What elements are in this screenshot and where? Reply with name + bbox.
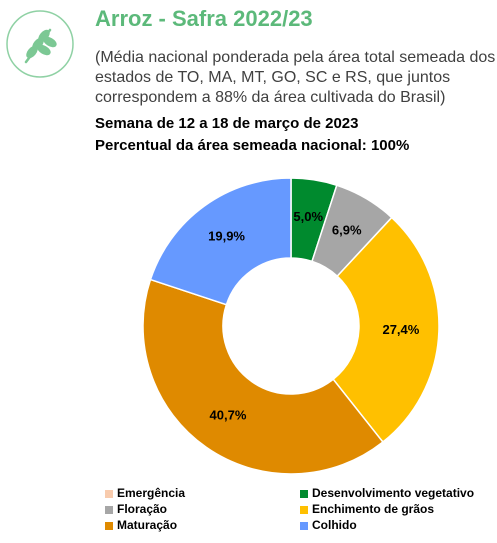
logo xyxy=(6,10,74,78)
slice xyxy=(332,216,440,444)
legend-label: Colhido xyxy=(312,518,357,532)
value-label: 27,4% xyxy=(382,322,419,337)
title: Arroz - Safra 2022/23 xyxy=(95,6,313,31)
legend-label: Emergência xyxy=(117,486,185,500)
legend-swatch xyxy=(300,490,308,498)
legend-swatch xyxy=(300,506,308,514)
legend-label: Enchimento de grãos xyxy=(312,502,434,516)
subtitle-line: estados de TO, MA, MT, GO, SC e RS, que … xyxy=(95,69,450,86)
legend-swatch xyxy=(105,490,113,498)
legend-swatch xyxy=(105,506,113,514)
slice xyxy=(142,278,384,475)
value-label: 40,7% xyxy=(210,408,247,423)
legend-label: Desenvolvimento vegetativo xyxy=(312,486,474,500)
value-label: 6,9% xyxy=(332,223,362,238)
legend-swatch xyxy=(105,522,113,530)
value-label: 19,9% xyxy=(208,228,245,243)
coverage: Percentual da área semeada nacional: 100… xyxy=(95,137,409,154)
slice xyxy=(149,177,292,306)
legend-label: Floração xyxy=(117,502,167,516)
value-label: 5,0% xyxy=(293,209,323,224)
subtitle-line: (Média nacional ponderada pela área tota… xyxy=(95,49,495,66)
legend-label: Maturação xyxy=(117,518,177,532)
week: Semana de 12 a 18 de março de 2023 xyxy=(95,115,359,132)
subtitle-line: correspondem a 88% da área cultivada do … xyxy=(95,89,445,106)
legend-swatch xyxy=(300,522,308,530)
